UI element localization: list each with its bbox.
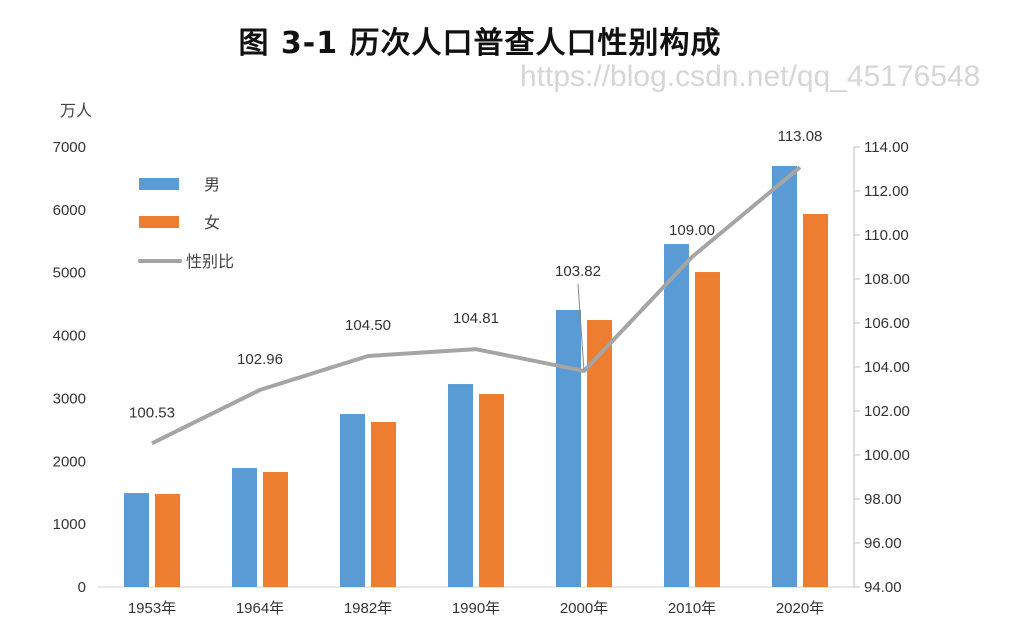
bar-female bbox=[263, 471, 288, 587]
bar-female bbox=[155, 493, 180, 587]
y2-tick-label: 100.00 bbox=[864, 447, 910, 464]
y-axis-label: 万人 bbox=[60, 101, 92, 120]
y2-tick-label: 106.00 bbox=[864, 315, 910, 332]
data-label: 109.00 bbox=[669, 222, 715, 239]
y-tick-label: 2000 bbox=[53, 453, 86, 470]
x-tick-label: 1953年 bbox=[128, 600, 176, 617]
x-tick-label: 1990年 bbox=[452, 600, 500, 617]
y-tick-label: 1000 bbox=[53, 516, 86, 533]
y-tick-label: 6000 bbox=[53, 202, 86, 219]
sex-ratio-line bbox=[151, 165, 802, 446]
y2-tick-label: 104.00 bbox=[864, 359, 910, 376]
leader-line bbox=[577, 283, 585, 371]
y2-tick-label: 94.00 bbox=[864, 579, 902, 596]
y2-tick-label: 108.00 bbox=[864, 271, 910, 288]
data-label: 100.53 bbox=[129, 404, 175, 421]
legend-label-male: 男 bbox=[204, 175, 220, 194]
legend-label-female: 女 bbox=[204, 213, 220, 232]
x-tick-label: 1964年 bbox=[236, 600, 284, 617]
bar-female bbox=[803, 214, 828, 587]
y2-tick-label: 96.00 bbox=[864, 535, 902, 552]
bar-female bbox=[479, 394, 504, 587]
legend-swatch-female bbox=[139, 216, 179, 228]
bar-male bbox=[772, 165, 797, 588]
y2-tick-label: 110.00 bbox=[864, 227, 909, 244]
legend-swatch-male bbox=[139, 178, 179, 190]
bar-male bbox=[124, 493, 149, 587]
bar-male bbox=[448, 384, 473, 587]
watermark: https://blog.csdn.net/qq_45176548 bbox=[520, 60, 980, 93]
y-tick-label: 0 bbox=[78, 579, 86, 596]
data-label: 104.81 bbox=[453, 310, 499, 327]
data-label: 113.08 bbox=[778, 128, 823, 145]
bar-male bbox=[232, 468, 257, 587]
data-label: 102.96 bbox=[237, 351, 283, 368]
bar-female bbox=[695, 272, 720, 587]
bar-male bbox=[556, 309, 581, 587]
x-tick-label: 2020年 bbox=[776, 600, 824, 617]
bar-female bbox=[587, 319, 612, 587]
y2-tick-label: 112.00 bbox=[864, 183, 909, 200]
bar-male bbox=[340, 414, 365, 587]
y2-tick-label: 102.00 bbox=[864, 403, 910, 420]
y2-tick-label: 114.00 bbox=[864, 139, 909, 156]
y2-tick-label: 98.00 bbox=[864, 491, 902, 508]
x-tick-label: 2010年 bbox=[668, 600, 716, 617]
y-tick-label: 3000 bbox=[53, 390, 86, 407]
data-label: 104.50 bbox=[345, 317, 391, 334]
y-tick-label: 7000 bbox=[53, 139, 86, 156]
x-tick-label: 2000年 bbox=[560, 600, 608, 617]
data-label: 103.82 bbox=[555, 263, 601, 280]
x-tick-label: 1982年 bbox=[344, 600, 392, 617]
legend-label-ratio: 性别比 bbox=[186, 252, 234, 271]
y-tick-label: 4000 bbox=[53, 328, 86, 345]
y-tick-label: 5000 bbox=[53, 265, 86, 282]
chart-title: 图 3-1 历次人口普查人口性别构成 bbox=[238, 26, 722, 61]
bar-male bbox=[664, 243, 689, 587]
bar-female bbox=[371, 422, 396, 587]
